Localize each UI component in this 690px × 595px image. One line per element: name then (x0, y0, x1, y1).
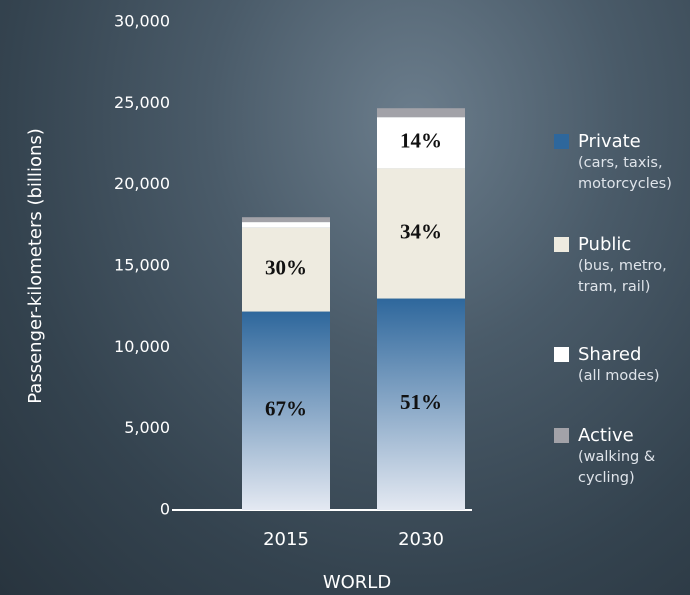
legend-swatch (554, 347, 569, 362)
legend-item: Private (cars, taxis, motorcycles) (554, 131, 690, 195)
legend-description: (bus, metro, tram, rail) (578, 258, 667, 295)
x-tick-label: 2015 (263, 529, 309, 550)
bar-label: 51% (400, 390, 442, 414)
y-axis-label: Passenger-kilometers (billions) (25, 128, 46, 404)
x-axis-label: WORLD (323, 572, 391, 593)
bar-segment (377, 117, 465, 169)
bar-segment (242, 311, 330, 510)
x-tick-label: 2030 (398, 529, 444, 550)
bar-segment (242, 217, 330, 223)
legend-name: Active (578, 425, 634, 446)
legend-swatch (554, 428, 569, 443)
bar-segment (377, 108, 465, 118)
bar-label: 30% (265, 255, 307, 279)
y-tick-label: 30,000 (114, 12, 170, 31)
legend-description: (cars, taxis, motorcycles) (578, 155, 672, 192)
legend-item: Public (bus, metro, tram, rail) (554, 234, 690, 298)
legend-swatch (554, 134, 569, 149)
bar-label: 14% (400, 129, 442, 153)
y-tick-label: 15,000 (114, 256, 170, 275)
bar-label: 67% (265, 397, 307, 421)
legend-swatch (554, 237, 569, 252)
bar-label: 34% (400, 219, 442, 243)
y-tick-label: 10,000 (114, 337, 170, 356)
legend-item: Shared (all modes) (554, 344, 690, 387)
legend-name: Private (578, 131, 641, 152)
bar-segment (377, 168, 465, 299)
y-tick-label: 5,000 (124, 418, 170, 437)
legend-item: Active (walking & cycling) (554, 425, 690, 489)
y-tick-label: 25,000 (114, 93, 170, 112)
legend-name: Shared (578, 344, 642, 365)
bar-segment (242, 227, 330, 312)
legend-name: Public (578, 234, 632, 255)
legend-description: (all modes) (578, 368, 660, 384)
bar-segment (377, 298, 465, 510)
legend-description: (walking & cycling) (578, 449, 656, 486)
bar-segment (242, 222, 330, 228)
y-tick-label: 20,000 (114, 174, 170, 193)
y-tick-label: 0 (160, 500, 170, 519)
